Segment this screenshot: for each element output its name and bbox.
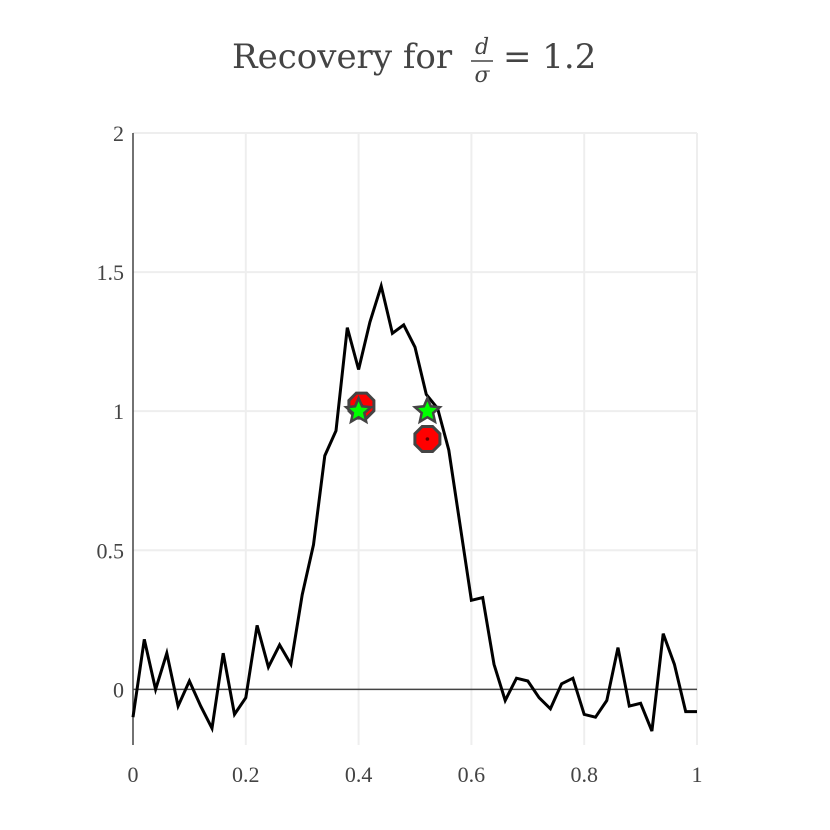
grid-lines: [133, 132, 698, 745]
signal-line: [131, 280, 697, 734]
title-suffix: = 1.2: [503, 37, 596, 77]
true-star-marker: [411, 395, 443, 425]
x-tick-label: 0.8: [570, 762, 598, 787]
y-tick-label: 0.5: [97, 538, 125, 563]
y-tick-label: 1: [113, 399, 124, 424]
x-tick-label: 0: [128, 762, 139, 787]
tick-labels: 0 0.2 0.4 0.6 0.8 1 0 0.5 1 1.5 2: [97, 121, 703, 787]
series-layer: [131, 280, 697, 734]
x-tick-label: 0.2: [232, 762, 260, 787]
y-tick-label: 0: [113, 677, 124, 702]
x-tick-label: 1: [692, 762, 703, 787]
axes: [132, 133, 697, 745]
y-tick-label: 2: [113, 121, 124, 146]
markers-layer: [343, 391, 443, 453]
title-denominator: σ: [474, 63, 490, 88]
y-tick-label: 1.5: [97, 260, 125, 285]
title-prefix: Recovery for: [232, 37, 453, 77]
estimate-marker-center: [425, 437, 430, 441]
x-tick-label: 0.6: [458, 762, 486, 787]
x-tick-label: 0.4: [345, 762, 373, 787]
chart-title: Recovery for d σ = 1.2: [232, 35, 596, 88]
true-star-marker: [343, 395, 375, 425]
title-numerator: d: [475, 35, 489, 60]
